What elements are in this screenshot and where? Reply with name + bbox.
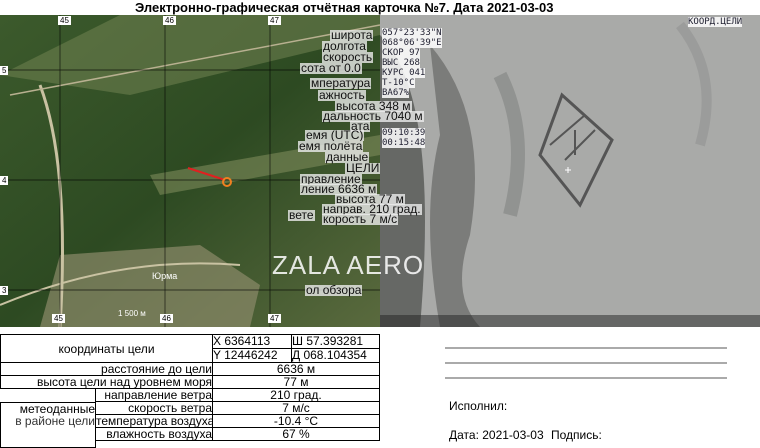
overlay-text: емя полёта <box>298 139 364 153</box>
telemetry: СКОР 97 <box>382 48 420 58</box>
title: Электронно-графическая отчётная карточка… <box>135 0 554 15</box>
telemetry: 00:15:48 <box>382 138 426 148</box>
meteo-param: температура воздуха <box>95 414 213 428</box>
overlay-text: ата <box>350 119 371 133</box>
overlay-text: скорость <box>322 50 374 64</box>
row-value: 77 м <box>212 375 380 389</box>
overlay-text: ление 6636 м <box>300 182 378 196</box>
grid-label: 46 <box>160 314 173 323</box>
row-label: расстояние до цели <box>0 362 213 376</box>
sign-date: Дата: 2021-03-03 <box>449 428 544 442</box>
overlay-text: емя (UTC) <box>305 128 365 142</box>
grid-label: 46 <box>163 16 176 25</box>
grid-label: 47 <box>268 16 281 25</box>
scale-label: 1 500 м <box>118 309 146 318</box>
overlay-text: высота 348 м <box>335 99 412 113</box>
thermal-label: КООРД.ЦЕЛИ <box>688 17 743 27</box>
grid-label: 45 <box>52 314 65 323</box>
meteo-value: 67 % <box>212 427 380 441</box>
overlay-text: данные <box>325 150 370 164</box>
overlay-text: корость 7 м/с <box>322 212 399 226</box>
overlay-text: долгота <box>322 39 367 53</box>
row-label: высота цели над уровнем моря <box>0 375 213 389</box>
meteo-value: 7 м/с <box>212 401 380 415</box>
coord-y: Y 12446242 <box>212 348 292 363</box>
thermal-image <box>380 15 760 327</box>
telemetry: КУРС 041 <box>382 68 426 78</box>
row-label: координаты цели <box>0 334 213 363</box>
coord-lat: Ш 57.393281 <box>291 334 380 349</box>
overlay-text: направ. 210 град. <box>322 202 422 216</box>
telemetry: 09:10:39 <box>382 128 426 138</box>
grid-label: 45 <box>58 16 71 25</box>
executor: Исполнил: <box>449 399 508 413</box>
meteo-value: 210 град. <box>212 388 380 402</box>
grid-label: 4 <box>0 176 9 185</box>
coord-x: X 6364113 <box>212 334 292 349</box>
telemetry: T-10°C <box>382 78 415 88</box>
meteo-param: влажность воздуха <box>95 427 213 441</box>
overlay-text: широта <box>330 28 374 42</box>
coord-lon: Д 068.104354 <box>291 348 380 363</box>
overlay-text: правление <box>300 172 362 186</box>
meteo-param: скорость ветра <box>95 401 213 415</box>
overlay-text: ол обзора <box>305 283 363 297</box>
meteo-area: в районе цели <box>0 415 96 448</box>
signature-lines <box>445 347 727 379</box>
grid-label: 3 <box>0 286 9 295</box>
overlay-text: сота от 0.0 <box>300 61 362 75</box>
grid-label: 5 <box>0 66 9 75</box>
telemetry: 057°23'33"N <box>382 28 442 38</box>
telemetry: 068°06'39"E <box>382 38 442 48</box>
overlay-text: мпература <box>310 76 372 90</box>
watermark: ZALA AERO <box>272 250 425 280</box>
meteo-value: -10.4 °C <box>212 414 380 428</box>
overlay-text: дальность 7040 м <box>322 109 424 123</box>
grid-label: 47 <box>268 314 281 323</box>
telemetry: ВЫС 268 <box>382 58 420 68</box>
overlay-text: ЦЕЛИ <box>345 161 381 175</box>
telemetry: ВА67% <box>382 88 410 98</box>
meteo-label: метеоданные <box>0 402 96 416</box>
meteo-param: направление ветра <box>95 388 213 402</box>
overlay-text: вете <box>288 208 315 222</box>
sign: Подпись: <box>551 428 602 442</box>
overlay-text: высота 77 м <box>335 192 405 206</box>
overlay-text: ажность <box>318 88 366 102</box>
place-label: Юрма <box>152 271 178 281</box>
row-value: 6636 м <box>212 362 380 376</box>
